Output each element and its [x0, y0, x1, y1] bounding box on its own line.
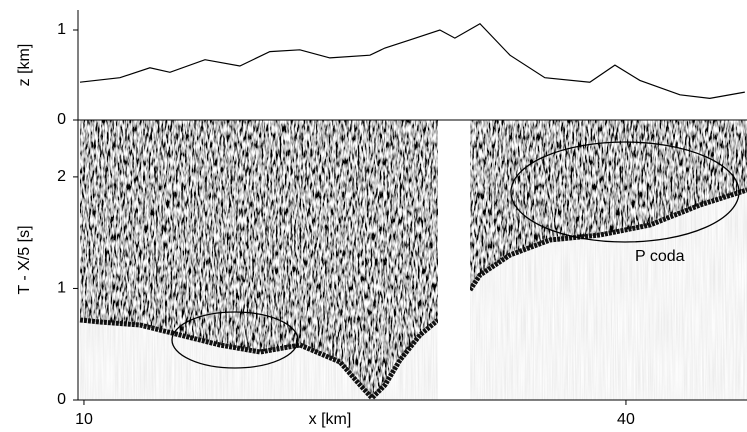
seismic-section	[79, 120, 747, 402]
y-tick-label: 0	[57, 111, 66, 128]
y-axis-label: T - X/5 [s]	[16, 225, 33, 294]
elevation-line	[79, 22, 745, 100]
x-axis-label: x [km]	[309, 411, 352, 428]
annotation: P coda	[635, 248, 685, 265]
x-tick-label: 10	[75, 411, 93, 428]
y-axis-label: z [km]	[16, 44, 33, 87]
first-arrival	[79, 317, 440, 402]
data-gap	[438, 120, 470, 400]
y-tick-label: 1	[57, 280, 66, 297]
highlight-ellipse	[171, 311, 299, 369]
y-tick-label: 1	[57, 21, 66, 38]
y-tick-label: 2	[57, 168, 66, 185]
y-tick-label: 0	[57, 391, 66, 408]
x-tick-label: 40	[617, 411, 635, 428]
highlight-ellipse	[510, 141, 740, 243]
